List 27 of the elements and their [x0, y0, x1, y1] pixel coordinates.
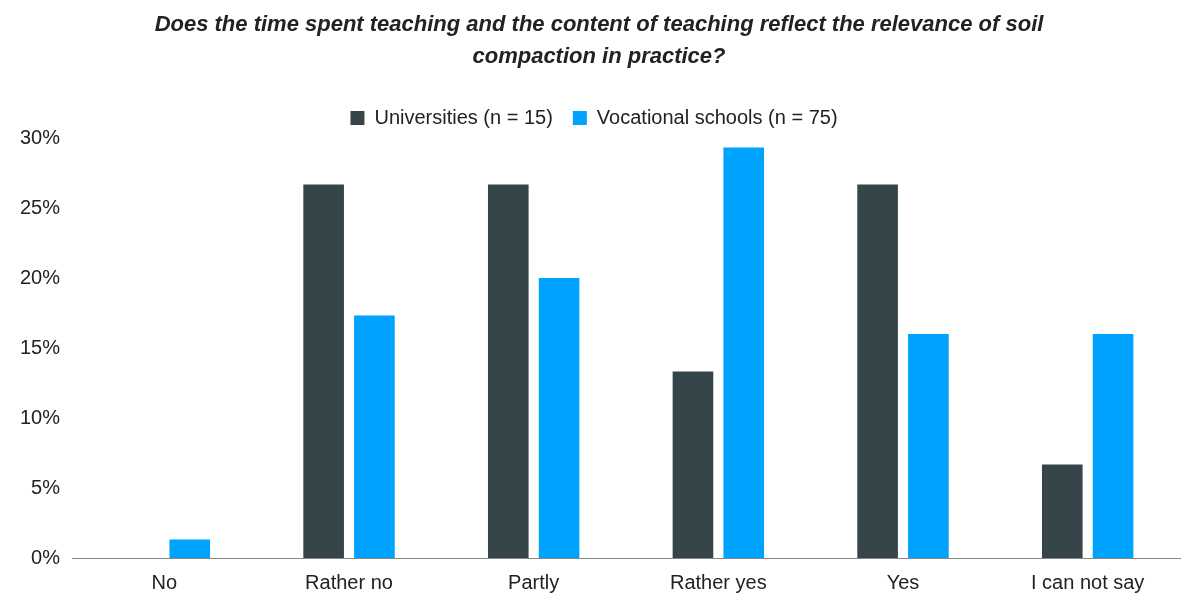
bar [857, 184, 898, 558]
legend-label: Vocational schools (n = 75) [596, 105, 838, 128]
x-tick-label: Partly [508, 570, 560, 593]
x-tick-label: I can not say [1030, 570, 1145, 593]
y-tick-label: 5% [31, 475, 61, 498]
x-tick-label: Rather no [305, 570, 393, 593]
x-tick-label: No [151, 570, 178, 593]
bar [1092, 334, 1134, 558]
bar [672, 371, 714, 558]
bar [723, 147, 765, 558]
bar [1041, 464, 1083, 558]
y-tick-label: 15% [20, 335, 61, 358]
bar [354, 315, 395, 558]
y-tick-label: 0% [31, 545, 61, 568]
y-tick-label: 20% [20, 265, 61, 288]
x-tick-label: Yes [886, 570, 920, 593]
y-tick-label: 10% [20, 405, 61, 428]
bar [538, 278, 580, 558]
y-tick-label: 30% [20, 125, 61, 148]
bar [303, 184, 344, 558]
legend-label: Universities (n = 15) [374, 105, 553, 128]
chart-title: Does the time spent teaching and the content of teaching reflect the relevance of soil compaction in practice? [153, 10, 1045, 70]
bar [487, 184, 529, 558]
bar [908, 334, 949, 558]
x-tick-label: Rather yes [669, 570, 767, 593]
y-tick-label: 25% [20, 195, 61, 218]
bar [169, 539, 211, 558]
